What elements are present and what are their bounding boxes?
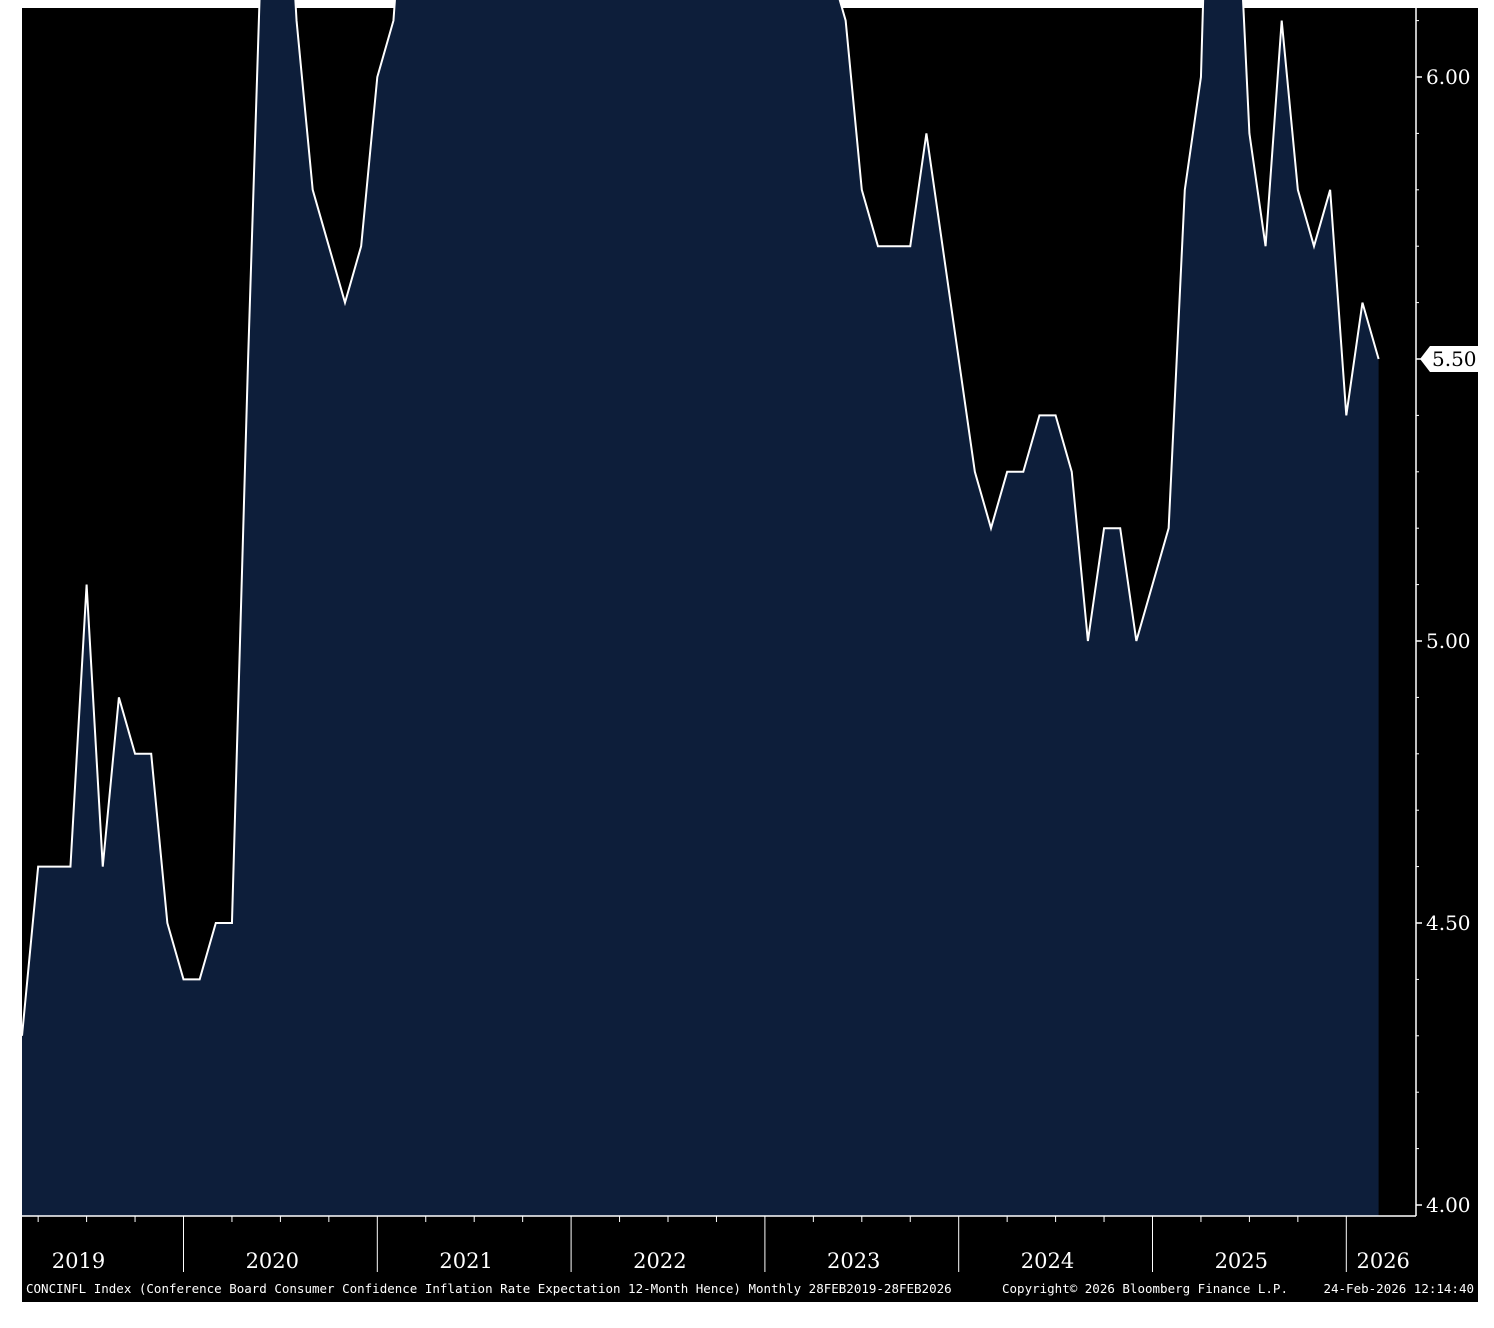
last-value-marker: 5.50 <box>1420 346 1480 372</box>
x-tick-label: 2026 <box>1356 1249 1409 1273</box>
footer-description: CONCINFL Index (Conference Board Consume… <box>26 1281 952 1296</box>
y-tick-label: 4.00 <box>1426 1193 1471 1217</box>
last-value-label: 5.50 <box>1432 347 1477 371</box>
x-tick-label: 2020 <box>246 1249 299 1273</box>
y-tick-label: 6.00 <box>1426 65 1471 89</box>
x-tick-label: 2025 <box>1215 1249 1268 1273</box>
x-tick-label: 2022 <box>633 1249 686 1273</box>
x-tick-label: 2021 <box>439 1249 492 1273</box>
series-line <box>21 0 1380 1036</box>
x-tick-label: 2023 <box>827 1249 880 1273</box>
last-value-box <box>1420 346 1480 372</box>
footer-copyright: Copyright© 2026 Bloomberg Finance L.P. <box>1002 1281 1288 1296</box>
x-axis: 2019 2020 2021 2022 2023 2024 2025 2026 <box>22 1215 1416 1273</box>
footer-timestamp: 24-Feb-2026 12:14:40 <box>1323 1281 1474 1296</box>
area-fill <box>22 0 1379 1216</box>
y-axis: 4.004.505.006.006.507.007.508.00 <box>1415 8 1471 1217</box>
x-tick-label: 2019 <box>52 1249 105 1273</box>
y-tick-label: 4.50 <box>1426 911 1471 935</box>
y-tick-label: 5.00 <box>1426 629 1471 653</box>
x-tick-label: 2024 <box>1021 1249 1074 1273</box>
